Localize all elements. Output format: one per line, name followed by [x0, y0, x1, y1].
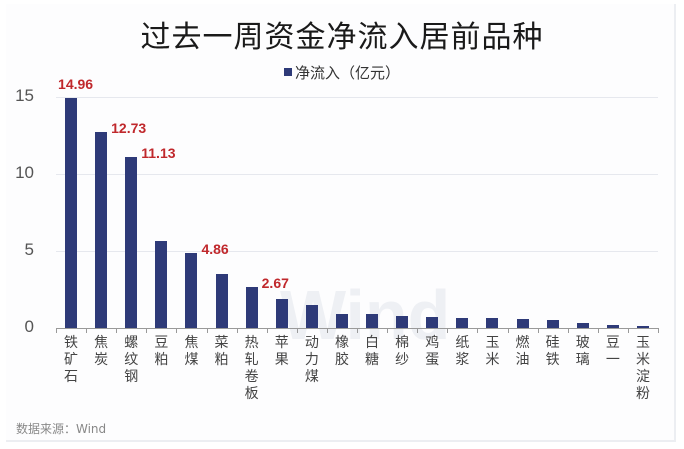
data-label: 2.67 — [261, 274, 289, 291]
source-note: 数据来源：Wind — [16, 422, 107, 436]
x-tick-label: 玉米淀粉 — [635, 335, 650, 402]
bar — [215, 274, 228, 328]
bar — [305, 305, 318, 328]
y-tick-label: 5 — [24, 240, 34, 259]
x-tick — [417, 328, 419, 333]
x-tick-label: 橡胶 — [334, 335, 349, 368]
x-tick — [357, 328, 358, 333]
bar — [516, 319, 529, 328]
x-tick — [387, 328, 389, 333]
bar — [65, 97, 78, 328]
bar — [275, 299, 288, 328]
x-tick-label: 玉米 — [485, 335, 500, 368]
x-tick — [326, 328, 328, 333]
x-tick-label: 苹果 — [274, 335, 289, 368]
x-tick-label: 豆粕 — [154, 335, 169, 368]
x-tick — [296, 328, 298, 333]
x-tick — [56, 328, 57, 333]
x-tick — [537, 328, 539, 333]
x-tick — [627, 328, 629, 333]
x-tick — [658, 328, 659, 333]
chart-title: 过去一周资金净流入居前品种 — [140, 20, 544, 55]
data-label: 11.13 — [141, 144, 176, 161]
x-tick — [146, 328, 148, 333]
x-tick-label: 焦炭 — [94, 335, 109, 368]
bar — [636, 325, 649, 328]
x-tick — [567, 328, 569, 333]
data-label: 14.96 — [58, 75, 94, 92]
bar — [486, 317, 499, 328]
x-tick-label: 螺纹钢 — [124, 335, 139, 385]
gridline — [56, 97, 658, 98]
gridline — [56, 251, 658, 252]
x-tick-label: 豆一 — [605, 335, 620, 368]
x-tick-label: 燃油 — [515, 335, 530, 368]
x-tick — [597, 328, 599, 333]
x-tick-label: 棉纱 — [395, 335, 410, 368]
bar — [546, 319, 559, 328]
bar — [606, 325, 619, 328]
x-tick — [477, 328, 479, 333]
x-tick-label: 铁矿石 — [64, 335, 79, 385]
legend-label: 净流入（亿元） — [294, 64, 400, 82]
x-tick — [206, 328, 208, 333]
bar — [366, 313, 379, 328]
legend: 净流入（亿元） — [0, 62, 684, 83]
x-tick — [447, 328, 449, 333]
bar — [335, 313, 348, 328]
x-tick — [116, 328, 118, 333]
x-tick — [236, 328, 238, 333]
x-tick-label: 焦煤 — [184, 335, 199, 368]
bar — [396, 315, 409, 328]
y-tick-label: 15 — [15, 86, 34, 105]
x-tick-label: 热轧卷板 — [244, 335, 259, 402]
chart-card — [6, 4, 676, 442]
x-tick-label: 菜粕 — [214, 335, 229, 368]
bar — [576, 323, 589, 328]
bar — [155, 240, 168, 328]
bar — [456, 317, 469, 328]
bar — [125, 156, 138, 328]
data-label: 4.86 — [201, 241, 229, 258]
x-tick-label: 硅铁 — [545, 335, 560, 368]
y-tick-label: 0 — [24, 317, 34, 336]
x-tick-label: 白糖 — [365, 335, 380, 368]
x-tick — [507, 328, 509, 333]
legend-swatch — [283, 68, 292, 76]
y-tick-label: 10 — [15, 163, 34, 182]
bar — [245, 286, 258, 328]
bar — [426, 317, 439, 328]
bar — [95, 131, 108, 328]
x-tick-label: 鸡蛋 — [425, 335, 440, 368]
x-tick-label: 玻璃 — [575, 335, 590, 368]
data-label: 12.73 — [111, 119, 147, 136]
bar — [185, 253, 198, 328]
x-tick-label: 动力煤 — [304, 335, 319, 385]
x-tick-label: 纸浆 — [455, 335, 470, 368]
x-tick — [266, 328, 268, 333]
x-tick — [86, 328, 88, 333]
x-tick — [176, 328, 178, 333]
gridline — [56, 174, 658, 175]
